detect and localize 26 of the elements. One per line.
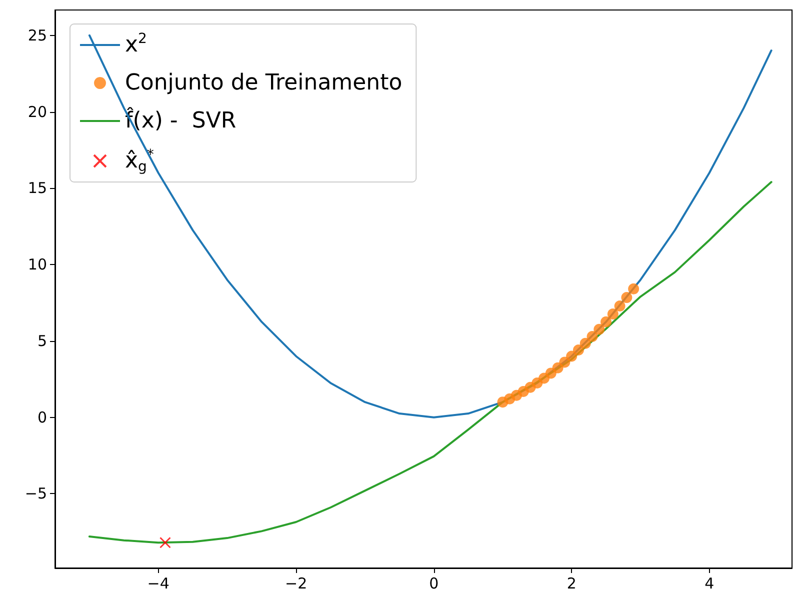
point — [628, 283, 640, 294]
y-tick-label: 20 — [28, 102, 47, 121]
point — [580, 338, 591, 349]
point — [600, 316, 612, 328]
y-tick-label: 25 — [28, 26, 47, 44]
x-tick-label: −4 — [147, 574, 170, 592]
point — [594, 324, 605, 335]
point — [159, 536, 171, 548]
point — [607, 308, 618, 320]
point — [572, 344, 584, 356]
legend-label: Conjunto de Treinamento — [125, 70, 402, 96]
x-tick-label: −2 — [285, 574, 308, 592]
point — [586, 331, 598, 342]
line-series — [88, 181, 772, 544]
y-tick-label: 5 — [37, 332, 47, 350]
point — [559, 356, 570, 368]
point — [621, 292, 632, 304]
y-tick-label: 10 — [28, 256, 47, 274]
x-tick-label: 2 — [566, 574, 576, 592]
y-tick-label: 0 — [37, 408, 47, 426]
y-tick-label: 15 — [28, 179, 47, 198]
x-tick-label: 0 — [429, 574, 439, 592]
point — [614, 300, 626, 312]
x-tick-label: 4 — [704, 574, 714, 592]
y-tick-label: −5 — [24, 484, 47, 503]
point — [566, 350, 578, 362]
